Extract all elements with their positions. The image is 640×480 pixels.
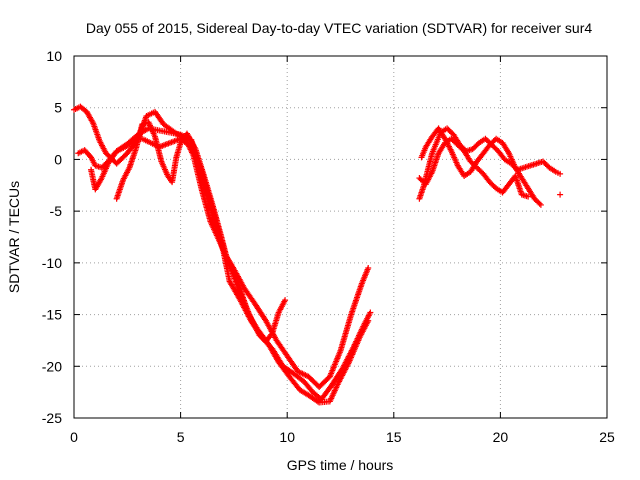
y-axis-title: SDTVAR / TECUs xyxy=(6,181,22,293)
data-point xyxy=(525,193,532,200)
data-point xyxy=(537,201,544,208)
data-point xyxy=(557,170,564,177)
series-track-6 xyxy=(418,125,544,208)
plot-frame xyxy=(73,55,608,419)
series-track-7 xyxy=(416,135,532,200)
y-tick-label: -20 xyxy=(42,358,62,374)
axis-ticks xyxy=(73,55,608,419)
grid-lines xyxy=(74,56,607,418)
y-tick-label: -5 xyxy=(50,203,63,219)
data-points xyxy=(71,103,564,406)
data-point xyxy=(282,297,289,304)
series-track-5 xyxy=(416,125,564,202)
data-point xyxy=(365,265,372,272)
data-point xyxy=(367,309,374,316)
y-tick-label: -25 xyxy=(42,410,62,426)
series-track-2 xyxy=(75,125,374,403)
x-tick-labels: 0 5 10 15 20 25 xyxy=(70,429,615,445)
data-point xyxy=(365,317,372,324)
x-tick-label: 15 xyxy=(386,429,402,445)
y-tick-labels: 10 5 0 -5 -10 -15 -20 -25 xyxy=(42,48,62,426)
x-tick-label: 25 xyxy=(599,429,615,445)
x-tick-label: 10 xyxy=(279,429,295,445)
series-outlier xyxy=(557,191,564,198)
series-track-4 xyxy=(113,119,289,345)
data-point xyxy=(557,191,564,198)
trace-marker xyxy=(536,200,543,207)
y-tick-label: -15 xyxy=(42,307,62,323)
y-tick-label: 5 xyxy=(54,100,62,116)
y-tick-label: 10 xyxy=(46,48,62,64)
x-tick-label: 5 xyxy=(177,429,185,445)
x-tick-label: 0 xyxy=(70,429,78,445)
y-tick-label: -10 xyxy=(42,255,62,271)
y-tick-label: 0 xyxy=(54,151,62,167)
x-axis-title: GPS time / hours xyxy=(287,457,394,473)
x-tick-label: 20 xyxy=(493,429,509,445)
chart-title: Day 055 of 2015, Sidereal Day-to-day VTE… xyxy=(86,20,592,36)
